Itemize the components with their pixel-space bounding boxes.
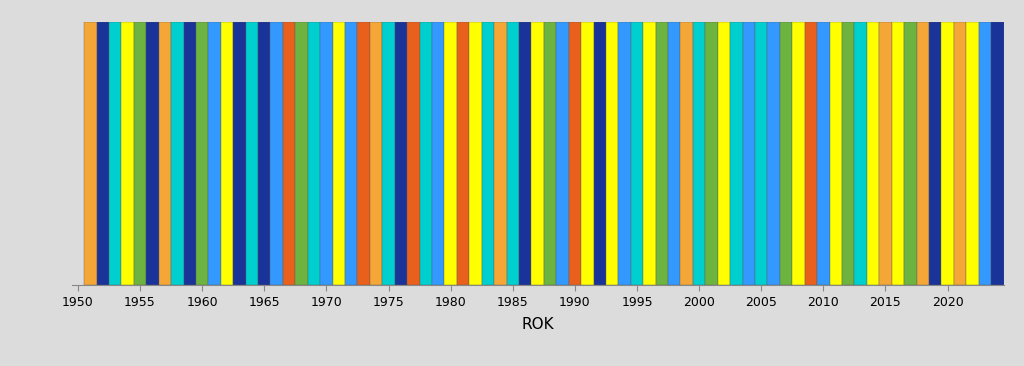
- Bar: [755, 22, 767, 285]
- Bar: [967, 22, 979, 285]
- Bar: [495, 22, 507, 285]
- Bar: [531, 22, 544, 285]
- Bar: [681, 22, 693, 285]
- Bar: [693, 22, 706, 285]
- Bar: [556, 22, 568, 285]
- X-axis label: ROK: ROK: [521, 317, 554, 332]
- Bar: [382, 22, 394, 285]
- Bar: [929, 22, 941, 285]
- Bar: [880, 22, 892, 285]
- Bar: [408, 22, 420, 285]
- Bar: [96, 22, 109, 285]
- Bar: [308, 22, 321, 285]
- Bar: [84, 22, 96, 285]
- Bar: [892, 22, 904, 285]
- Bar: [246, 22, 258, 285]
- Bar: [655, 22, 668, 285]
- Bar: [742, 22, 755, 285]
- Bar: [283, 22, 295, 285]
- Bar: [805, 22, 817, 285]
- Bar: [767, 22, 780, 285]
- Bar: [457, 22, 469, 285]
- Bar: [507, 22, 519, 285]
- Bar: [208, 22, 221, 285]
- Bar: [568, 22, 581, 285]
- Bar: [991, 22, 1004, 285]
- Bar: [581, 22, 594, 285]
- Bar: [122, 22, 134, 285]
- Bar: [618, 22, 631, 285]
- Bar: [668, 22, 681, 285]
- Bar: [631, 22, 643, 285]
- Bar: [916, 22, 929, 285]
- Bar: [706, 22, 718, 285]
- Bar: [196, 22, 208, 285]
- Bar: [432, 22, 444, 285]
- Bar: [854, 22, 867, 285]
- Bar: [606, 22, 618, 285]
- Bar: [867, 22, 880, 285]
- Bar: [718, 22, 730, 285]
- Bar: [295, 22, 308, 285]
- Bar: [519, 22, 531, 285]
- Bar: [953, 22, 967, 285]
- Bar: [829, 22, 842, 285]
- Bar: [183, 22, 196, 285]
- Bar: [270, 22, 283, 285]
- Bar: [780, 22, 793, 285]
- Bar: [333, 22, 345, 285]
- Bar: [159, 22, 171, 285]
- Bar: [444, 22, 457, 285]
- Bar: [643, 22, 655, 285]
- Bar: [469, 22, 481, 285]
- Bar: [171, 22, 183, 285]
- Bar: [146, 22, 159, 285]
- Bar: [842, 22, 854, 285]
- Bar: [221, 22, 233, 285]
- Bar: [394, 22, 408, 285]
- Bar: [134, 22, 146, 285]
- Bar: [904, 22, 916, 285]
- Bar: [109, 22, 122, 285]
- Bar: [345, 22, 357, 285]
- Bar: [941, 22, 953, 285]
- Bar: [817, 22, 829, 285]
- Bar: [793, 22, 805, 285]
- Bar: [233, 22, 246, 285]
- Bar: [420, 22, 432, 285]
- Bar: [730, 22, 742, 285]
- Bar: [357, 22, 370, 285]
- Bar: [544, 22, 556, 285]
- Bar: [258, 22, 270, 285]
- Bar: [321, 22, 333, 285]
- Bar: [979, 22, 991, 285]
- Bar: [370, 22, 382, 285]
- Bar: [481, 22, 495, 285]
- Bar: [594, 22, 606, 285]
